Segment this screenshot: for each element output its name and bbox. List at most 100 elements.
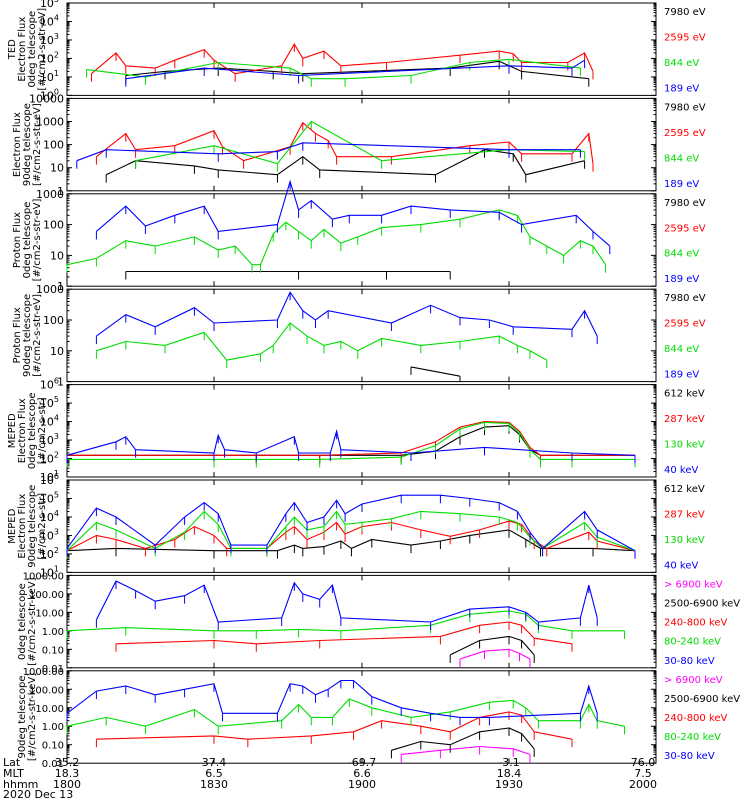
y-tick-label: 0.10 [42, 645, 64, 656]
legend-entry: 844 eV [664, 58, 699, 69]
y-axis-label: 90deg telescope [22, 294, 33, 377]
legend-entry: 30-80 keV [664, 656, 715, 667]
series-line [96, 322, 548, 361]
y-axis-label: [#/cm2-s-str-keV] [27, 577, 38, 665]
legend-entry: 2595 eV [664, 128, 706, 139]
panel: 1 10 100 1000 10000 Electron Flux 90deg telesc… [12, 92, 706, 197]
legend-entry: 240-800 keV [664, 618, 728, 629]
footer-hhmm-value: 1800 [53, 778, 81, 791]
series-line [66, 610, 625, 632]
y-axis-label: MEPED [7, 508, 18, 543]
legend-entry: 7980 eV [664, 293, 706, 304]
y-tick-label: 1000 [36, 116, 64, 129]
series-line [459, 648, 531, 660]
legend-entry: 287 keV [664, 509, 705, 520]
footer-lat-value: 35.2 [55, 756, 80, 769]
legend-entry: 189 eV [664, 370, 699, 381]
y-tick-exponent: 5 [54, 490, 59, 499]
y-tick-label: 100.00 [29, 685, 64, 696]
series-line [95, 580, 598, 623]
y-axis-label: Electron Flux [17, 494, 28, 559]
y-axis-label: Electron Flux [17, 398, 28, 463]
legend-entry: 2500-6900 keV [664, 599, 740, 610]
legend-entry: > 6900 keV [664, 675, 723, 686]
y-axis-label: [#/cm2-s-str-eV] [32, 294, 43, 377]
y-axis-label: [#/cm2-s-str] [37, 493, 48, 560]
series-line [135, 120, 585, 165]
y-tick-label: 106 [40, 377, 59, 392]
legend-entry: 612 keV [664, 389, 705, 400]
legend-entry: > 6900 keV [664, 579, 723, 590]
legend-entry: 80-240 keV [664, 637, 721, 648]
y-axis-label: Electron Flux [17, 17, 28, 82]
legend-entry: 80-240 keV [664, 732, 721, 743]
legend-entry: 612 keV [664, 484, 705, 495]
y-tick-label: 1.00 [42, 627, 64, 638]
series-line [115, 621, 573, 645]
footer-lat-label: Lat [3, 756, 21, 769]
footer-mlt-value: 6.5 [205, 767, 223, 780]
y-tick-label: 100.00 [29, 590, 64, 601]
series-line [449, 635, 535, 656]
y-tick-exponent: 1 [54, 564, 59, 573]
legend-entry: 40 keV [664, 465, 698, 476]
y-tick-label: 0.01 [42, 664, 64, 675]
y-tick-label: 10.00 [35, 704, 64, 715]
y-axis-label: 0deg telescope [27, 392, 38, 469]
footer-lat-value: 76.0 [631, 756, 656, 769]
series-line [66, 494, 636, 552]
footer-date: 2020 Dec 13 [3, 788, 73, 800]
y-tick-label: 1000 [36, 188, 64, 201]
footer-lat-value: -3.1 [498, 756, 519, 769]
legend-entry: 287 keV [664, 414, 705, 425]
plot-frame [66, 670, 657, 764]
y-tick-label: 1000 [36, 283, 64, 296]
y-axis-label: [#/cm2-s-str-eV] [32, 199, 43, 282]
y-tick-label: 0.10 [42, 741, 64, 752]
y-tick-exponent: 1 [54, 469, 59, 478]
y-axis-label: 90deg telescope [27, 485, 38, 568]
legend-entry: 2595 eV [664, 32, 706, 43]
series-line [391, 727, 535, 751]
series-line [96, 179, 611, 247]
series-line [66, 429, 636, 456]
y-tick-label: 10000 [29, 92, 64, 105]
legend-entry: 2595 eV [664, 223, 706, 234]
y-tick-label: 1000.00 [23, 667, 64, 678]
legend-entry: 189 eV [664, 83, 699, 94]
series-line [66, 679, 598, 718]
footer-mlt-label: MLT [3, 767, 24, 780]
y-axis-label: [#/cm2-s-str-eV] [37, 8, 48, 91]
y-axis-label: [#/cm2-s-str] [37, 397, 48, 464]
series-line [67, 421, 635, 460]
y-tick-label: 10 [50, 249, 64, 262]
footer-mlt-value: 18.3 [55, 767, 80, 780]
series-line [125, 60, 589, 80]
plot-frame [66, 193, 657, 287]
series-line [66, 698, 625, 727]
y-tick-exponent: 3 [54, 32, 59, 41]
y-tick-label: 100 [43, 219, 64, 232]
series-line [125, 59, 585, 80]
plot-frame [66, 574, 657, 669]
legend-entry: 7980 eV [664, 7, 706, 18]
y-axis-label: MEPED [7, 413, 18, 448]
footer-hhmm-label: hhmm [3, 778, 38, 791]
series-line [96, 121, 594, 164]
legend-entry: 40 keV [664, 560, 698, 571]
y-axis-label: 90deg telescope [17, 675, 28, 758]
y-tick-exponent: 5 [54, 395, 59, 404]
series-line [105, 149, 585, 176]
y-tick-label: 100 [43, 139, 64, 152]
series-line [96, 291, 598, 337]
legend-entry: 844 eV [664, 249, 699, 260]
y-axis-label: [#/cm2-s-str-keV] [27, 673, 38, 761]
footer: Lat MLT hhmm 2020 Dec 13 35.2 18.3 1800 … [3, 756, 657, 800]
y-tick-label: 1 [57, 280, 64, 293]
series-line [91, 43, 594, 75]
y-tick-label: 1 [57, 185, 64, 198]
